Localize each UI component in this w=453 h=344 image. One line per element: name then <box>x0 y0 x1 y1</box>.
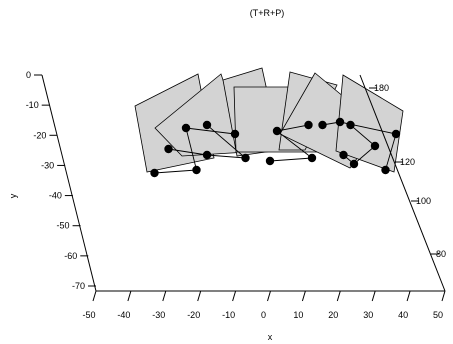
data-point <box>230 129 240 139</box>
connector-line <box>206 124 246 159</box>
data-point <box>265 156 275 166</box>
data-point <box>241 153 250 163</box>
data-point <box>318 120 327 130</box>
x-tick-label: 40 <box>398 310 408 320</box>
connector-line <box>168 148 208 156</box>
panels-layer <box>134 67 404 173</box>
x-tick-mark <box>301 290 306 302</box>
axes-layer: -50 -40 -30 -20 -10 0 10 20 30 40 50 0 -10 -20 -30 -40 -… <box>26 70 446 320</box>
y-tick-label: -50 <box>57 221 70 231</box>
y-tick-label: -10 <box>26 100 39 110</box>
z-tick-label: 80 <box>436 249 446 259</box>
data-point <box>192 165 201 175</box>
data-point <box>202 150 212 160</box>
x-tick-mark <box>127 290 132 302</box>
x-tick-label: -20 <box>187 310 200 320</box>
x-tick-mark <box>267 290 271 302</box>
data-point <box>370 141 380 151</box>
x-tick-label: 20 <box>328 310 338 320</box>
x-tick-label: -50 <box>82 310 95 320</box>
y-tick-label: -20 <box>33 130 46 140</box>
data-point <box>202 120 212 130</box>
y-tick-label: 0 <box>26 70 31 80</box>
connector-line <box>185 127 197 171</box>
y-tick-label: -60 <box>64 251 77 261</box>
connector-line <box>154 169 197 174</box>
y-tick-label: -30 <box>41 160 54 170</box>
connector-line <box>206 154 246 159</box>
data-point <box>272 126 282 136</box>
data-point <box>307 153 317 163</box>
data-point <box>164 144 173 154</box>
chart-title: (T+R+P) <box>250 8 285 18</box>
data-point <box>349 159 359 169</box>
x-axis-title: x <box>268 332 273 342</box>
z-tick-label: 100 <box>416 196 431 206</box>
connector-line <box>353 145 376 165</box>
x-tick-mark <box>441 290 446 302</box>
x-tick-mark <box>336 290 341 302</box>
z-tick-label: 120 <box>400 157 415 167</box>
y-tick-label: -70 <box>72 281 85 291</box>
x-tick-mark <box>371 290 376 302</box>
x-tick-mark <box>406 290 411 302</box>
data-point <box>381 165 390 175</box>
data-point <box>346 120 355 130</box>
connector-line <box>276 124 309 132</box>
connector-line <box>276 130 313 159</box>
connector-line <box>185 127 236 135</box>
points-layer <box>150 117 401 178</box>
x-tick-label: -40 <box>117 310 130 320</box>
y-axis-title: y <box>8 193 18 198</box>
connector-line <box>269 157 313 162</box>
y-tick-label: -40 <box>49 191 62 201</box>
z-axis-line <box>359 74 446 292</box>
data-point <box>181 123 191 133</box>
x-tick-mark <box>197 290 202 302</box>
x-tick-label: -10 <box>222 310 235 320</box>
y-axis-line <box>41 74 97 292</box>
x-tick-label: 50 <box>433 310 443 320</box>
data-point <box>391 129 401 139</box>
z-tick-label: 180 <box>374 83 389 93</box>
x-tick-label: 30 <box>363 310 373 320</box>
data-point <box>339 150 348 160</box>
x-tick-mark <box>232 290 237 302</box>
x-tick-mark <box>92 290 97 302</box>
connector-line <box>350 124 376 147</box>
x-tick-label: -30 <box>152 310 165 320</box>
x-tick-mark <box>162 290 167 302</box>
x-tick-label: 10 <box>293 310 303 320</box>
x-tick-label: 0 <box>261 310 266 320</box>
data-point <box>335 117 345 127</box>
data-point <box>150 168 159 178</box>
connector-lines-layer <box>154 121 397 174</box>
data-point <box>304 120 313 130</box>
